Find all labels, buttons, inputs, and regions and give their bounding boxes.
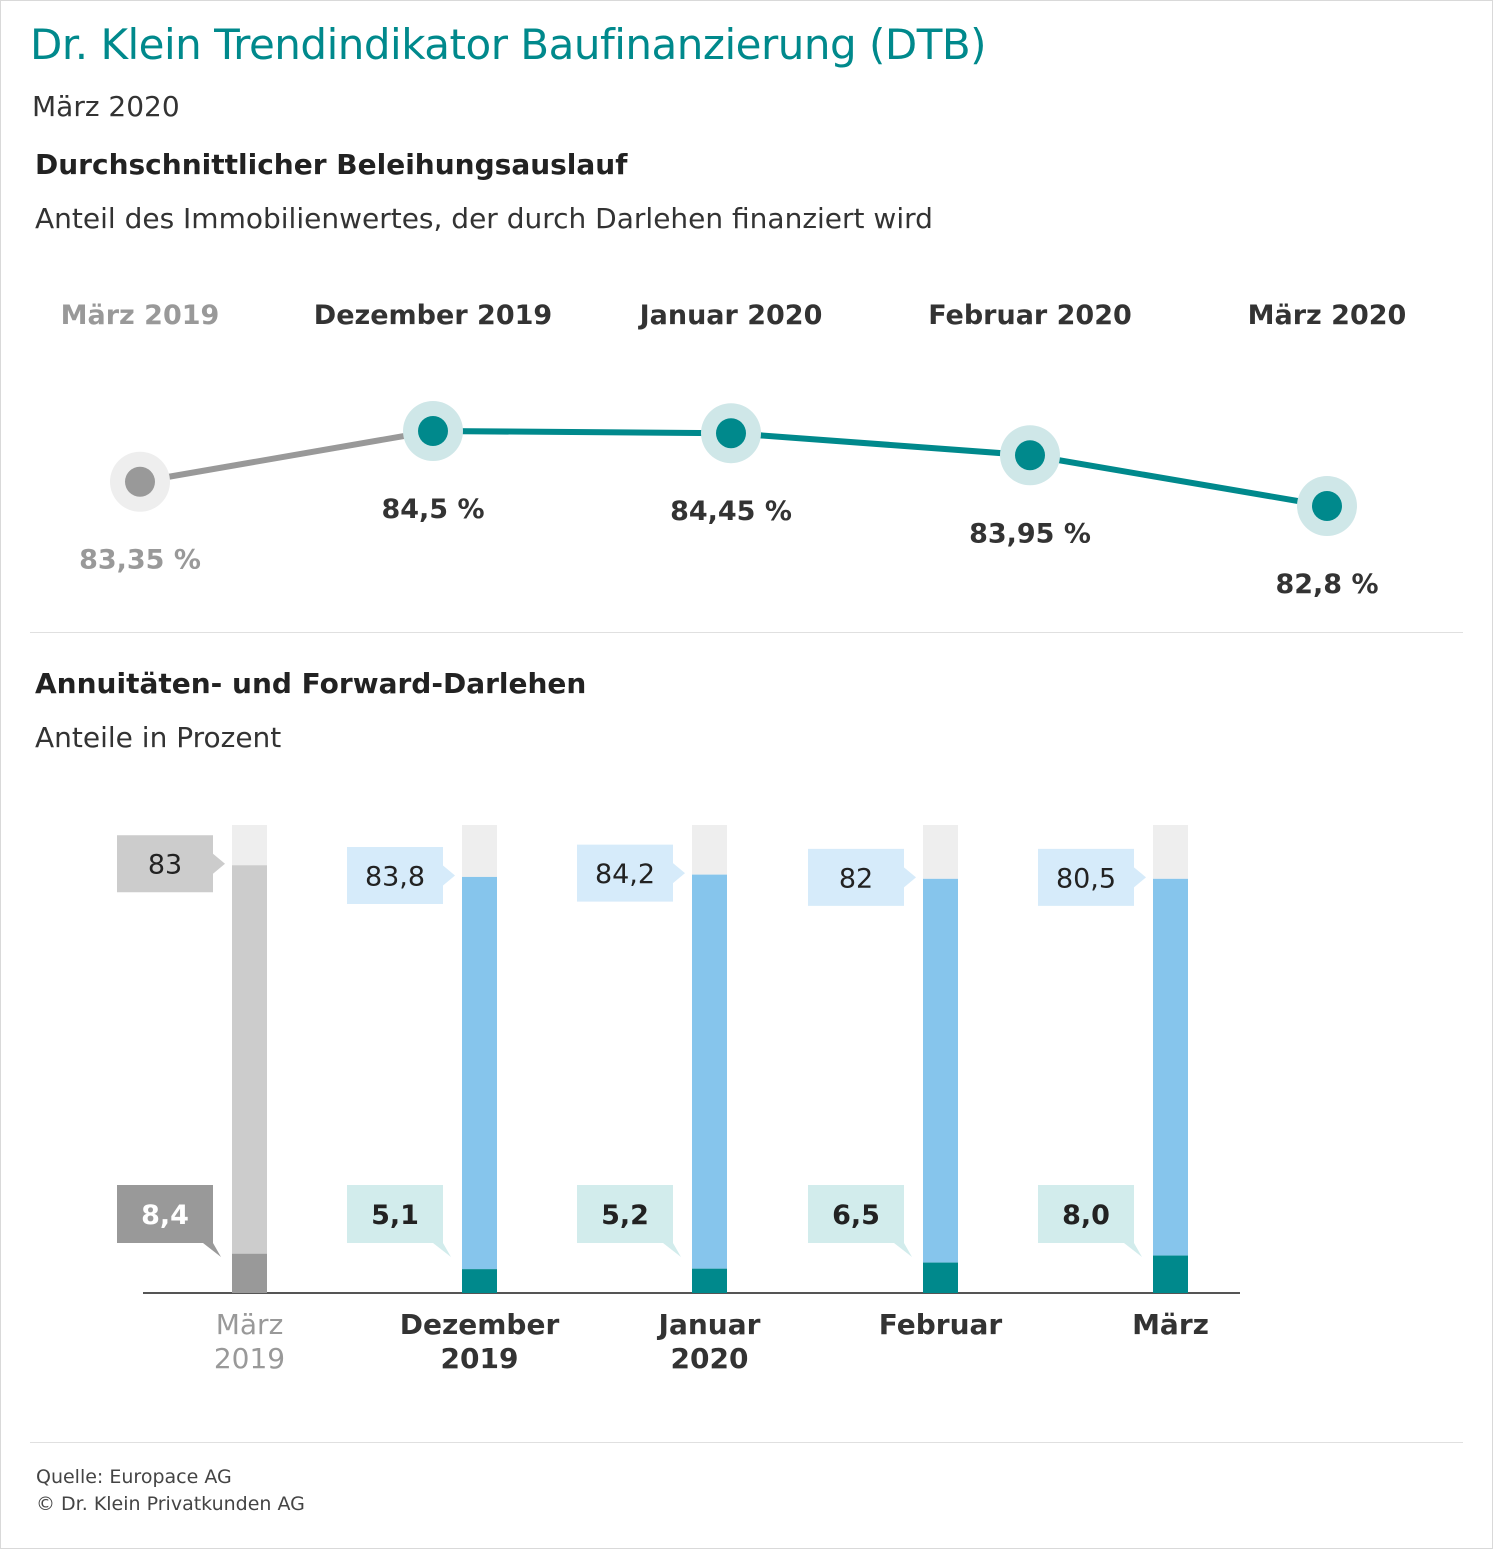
category-label: 2020 [671, 1342, 749, 1375]
category-label: Dezember [400, 1308, 560, 1341]
bar-remainder [1153, 825, 1188, 879]
bar-remainder [462, 825, 497, 877]
bar-remainder [923, 825, 958, 879]
category-label: Dezember 2019 [314, 300, 552, 331]
line-chart: März 2019 83,35 % Dezember 2019 84,5 % Janua… [61, 300, 1407, 600]
data-point [716, 418, 746, 449]
line-series [432, 428, 1328, 509]
section2-title: Annuitäten- und Forward-Darlehen [35, 667, 587, 700]
callout-forward [808, 1185, 912, 1257]
bar-forward [923, 1262, 958, 1293]
section-divider [30, 632, 1463, 633]
value-label-forward: 5,1 [371, 1200, 419, 1231]
callout-forward [117, 1185, 221, 1257]
data-point [418, 416, 448, 446]
value-label: 84,45 % [670, 496, 792, 527]
bar-remainder [232, 825, 267, 866]
bar-annuity [1153, 878, 1188, 1256]
source-text: Quelle: Europace AG [36, 1466, 232, 1488]
bar-annuity [923, 878, 958, 1263]
category-label: März 2019 [61, 300, 220, 331]
callout-forward [347, 1185, 451, 1257]
value-label: 82,8 % [1275, 569, 1378, 600]
value-label-forward: 8,4 [141, 1200, 189, 1231]
callout-annuity [808, 848, 916, 906]
value-label-forward: 8,0 [1062, 1200, 1110, 1231]
bar-chart: 838,4März201983,85,1Dezember201984,25,2J… [117, 825, 1240, 1375]
value-label-annuity: 84,2 [595, 859, 655, 890]
section2-subtitle: Anteile in Prozent [35, 721, 282, 754]
value-label-forward: 6,5 [832, 1200, 880, 1231]
footer-divider [30, 1442, 1463, 1443]
callout-forward [577, 1185, 681, 1257]
value-label-annuity: 80,5 [1056, 863, 1116, 894]
line-segment-reference [137, 428, 436, 485]
category-label: 2019 [214, 1342, 285, 1375]
data-point [1312, 491, 1342, 521]
category-label: Februar [879, 1308, 1003, 1341]
category-label: Januar [657, 1308, 761, 1341]
value-label-annuity: 82 [839, 863, 873, 894]
bar-annuity [692, 874, 727, 1269]
section1-subtitle: Anteil des Immobilienwertes, der durch D… [35, 202, 933, 235]
callout-forward [1038, 1185, 1142, 1257]
callout-annuity [577, 844, 685, 902]
bar-annuity [232, 865, 267, 1254]
value-label-forward: 5,2 [601, 1200, 649, 1231]
page-title: Dr. Klein Trendindikator Baufinanzierung… [30, 20, 987, 69]
bar-annuity [462, 876, 497, 1270]
bar-forward [1153, 1255, 1188, 1293]
page-date: März 2020 [32, 90, 180, 123]
category-label: Februar 2020 [928, 300, 1132, 331]
data-point [125, 466, 155, 497]
callout-annuity [1038, 848, 1146, 906]
category-label: März 2020 [1248, 300, 1407, 331]
value-label: 83,95 % [969, 518, 1091, 549]
bar-remainder [692, 825, 727, 875]
bar-forward [232, 1253, 267, 1293]
category-label: Januar 2020 [638, 300, 823, 331]
value-label-annuity: 83,8 [365, 861, 425, 892]
category-label: März [1132, 1308, 1209, 1341]
category-label: 2019 [441, 1342, 519, 1375]
value-label: 83,35 % [79, 545, 201, 576]
callout-annuity [347, 846, 455, 904]
value-label-annuity: 83 [148, 850, 182, 881]
bar-forward [692, 1268, 727, 1293]
value-label: 84,5 % [381, 494, 484, 525]
copyright-text: © Dr. Klein Privatkunden AG [36, 1493, 305, 1515]
section1-title: Durchschnittlicher Beleihungsauslauf [35, 148, 628, 181]
callout-annuity [117, 835, 225, 893]
bar-forward [462, 1269, 497, 1293]
data-point [1015, 440, 1045, 471]
category-label: März [216, 1308, 284, 1341]
